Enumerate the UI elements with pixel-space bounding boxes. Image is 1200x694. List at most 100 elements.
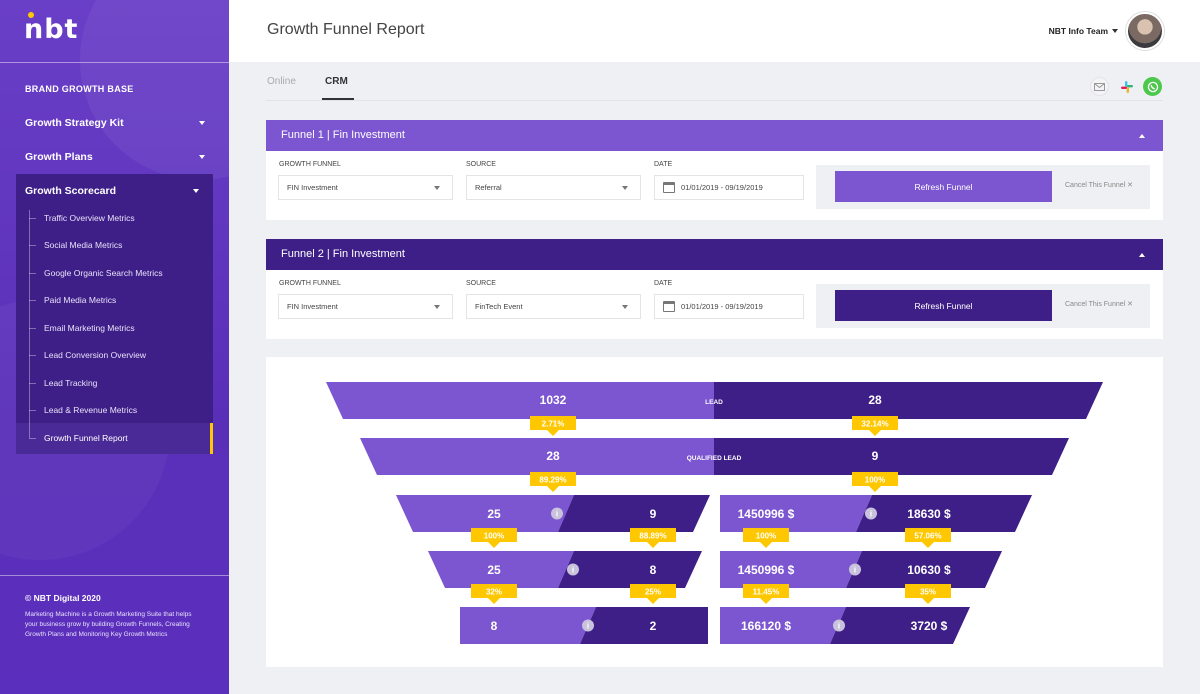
date-label: DATE [654, 161, 673, 168]
funnel-stage-1-funnel1-bar [360, 438, 714, 475]
avatar[interactable] [1126, 12, 1164, 50]
date-range-input[interactable]: 01/01/2019 - 09/19/2019 [654, 175, 804, 200]
funnel-stage-1-funnel2-bar [714, 438, 1069, 475]
split-row-0-left-b-rate: 88.89% [639, 532, 666, 541]
funnel-stage-0-funnel1-value: 1032 [540, 393, 567, 407]
sub-link-traffic-overview[interactable]: Traffic Overview Metrics [44, 213, 135, 223]
sub-link-social-media[interactable]: Social Media Metrics [44, 240, 123, 250]
split-row-1-right-b-value: 10630 $ [907, 563, 951, 577]
logo-dot [28, 12, 34, 18]
sub-link-lead-tracking[interactable]: Lead Tracking [44, 378, 98, 388]
source-label: SOURCE [466, 161, 496, 168]
funnel-stage-1-funnel1-value: 28 [546, 449, 560, 463]
sidebar-item-label: Growth Strategy Kit [25, 117, 124, 129]
funnel-actions: Refresh Funnel Cancel This Funnel ✕ [816, 284, 1150, 328]
split-row-0-left-info-icon [551, 507, 563, 520]
split-row-1-right-b-rate-shape [905, 584, 951, 604]
sub-link-google-organic[interactable]: Google Organic Search Metrics [44, 268, 163, 278]
active-tab-underline [322, 98, 354, 100]
growth-funnel-select[interactable]: FIN Investment [278, 175, 453, 200]
split-row-0-right-b-rate: 57.06% [914, 532, 941, 541]
funnel-stage-1-funnel1-rate: 89.29% [539, 476, 566, 485]
split-row-1-right-a-bar [720, 551, 862, 588]
mail-icon[interactable] [1090, 77, 1109, 96]
funnel-stage-1-funnel2-rate-shape [852, 472, 898, 492]
split-row-0-right-info-icon [865, 507, 877, 520]
slack-icon[interactable] [1117, 77, 1136, 96]
growth-funnel-select[interactable]: FIN Investment [278, 294, 453, 319]
split-row-1-right-a-rate-shape [743, 584, 789, 604]
sidebar-item-growth-scorecard[interactable]: Growth Scorecard [25, 185, 199, 197]
copyright: © NBT Digital 2020 [25, 593, 101, 603]
split-row-0-right-a-rate: 100% [756, 532, 776, 541]
split-row-2-left-b-bar [580, 607, 708, 644]
split-row-1-left-a-bar [428, 551, 574, 588]
cancel-funnel-link[interactable]: Cancel This Funnel ✕ [1065, 300, 1133, 308]
funnel-title: Funnel 1 | Fin Investment [281, 129, 405, 141]
sidebar-item-growth-plans[interactable]: Growth Plans [25, 151, 205, 163]
cancel-funnel-link[interactable]: Cancel This Funnel ✕ [1065, 181, 1133, 189]
team-switcher[interactable]: NBT Info Team [1049, 26, 1118, 36]
split-row-2-right-a-bar [720, 607, 846, 644]
sub-link-growth-funnel-report[interactable]: Growth Funnel Report [44, 433, 128, 443]
funnel-stage-1-funnel2-value: 9 [872, 449, 879, 463]
split-row-2-right-info-icon [833, 619, 845, 632]
tab-crm[interactable]: CRM [325, 76, 348, 87]
funnel-stage-0-funnel1-rate-shape [530, 416, 576, 436]
refresh-funnel-button[interactable]: Refresh Funnel [835, 290, 1052, 321]
calendar-icon [663, 301, 675, 312]
chevron-down-icon [193, 189, 199, 193]
source-select[interactable]: FinTech Event [466, 294, 641, 319]
split-row-1-right-a-rate: 11.45% [753, 588, 780, 597]
split-row-1-right-info-icon-glyph: i [854, 566, 856, 575]
split-row-1-right-b-bar [846, 551, 1002, 588]
sub-link-lead-revenue[interactable]: Lead & Revenue Metrics [44, 405, 138, 415]
sub-link-email-marketing[interactable]: Email Marketing Metrics [44, 323, 135, 333]
logo[interactable]: nbt [24, 14, 79, 45]
split-row-0-left-b-bar [558, 495, 710, 532]
sidebar-heading: BRAND GROWTH BASE [25, 84, 134, 94]
source-select[interactable]: Referral [466, 175, 641, 200]
submenu-tree-line [29, 210, 30, 438]
sub-link-lead-conversion[interactable]: Lead Conversion Overview [44, 350, 147, 360]
chevron-down-icon [199, 121, 205, 125]
funnel-actions: Refresh Funnel Cancel This Funnel ✕ [816, 165, 1150, 209]
split-row-1-right-a-value: 1450996 $ [738, 563, 795, 577]
split-row-2-right-a-value: 166120 $ [741, 619, 791, 633]
split-row-1-left-b-rate-shape [630, 584, 676, 604]
split-row-0-left-a-rate-shape [471, 528, 517, 548]
tab-online[interactable]: Online [267, 76, 296, 87]
tabs-divider [266, 100, 1163, 101]
chevron-up-icon[interactable] [1139, 134, 1145, 138]
split-row-1-right-b-rate: 35% [920, 588, 936, 597]
split-row-0-right-a-value: 1450996 $ [738, 507, 795, 521]
select-value: FIN Investment [287, 183, 338, 192]
date-label: DATE [654, 280, 673, 287]
date-range-input[interactable]: 01/01/2019 - 09/19/2019 [654, 294, 804, 319]
split-row-2-left-info-icon-glyph: i [587, 622, 589, 631]
funnel-stage-1-funnel2-rate: 100% [865, 476, 885, 485]
chevron-up-icon[interactable] [1139, 253, 1145, 257]
sidebar-item-label: Growth Scorecard [25, 185, 117, 197]
split-row-1-left-a-rate: 32% [486, 588, 502, 597]
funnel-panel-header[interactable]: Funnel 2 | Fin Investment [266, 239, 1163, 270]
funnel-panel-header[interactable]: Funnel 1 | Fin Investment [266, 120, 1163, 151]
sidebar-item-label: Growth Plans [25, 151, 93, 163]
date-value: 01/01/2019 - 09/19/2019 [681, 302, 763, 311]
funnel-panel-1: Funnel 1 | Fin Investment GROWTH FUNNEL … [266, 120, 1163, 220]
team-name: NBT Info Team [1048, 26, 1108, 36]
select-value: FIN Investment [287, 302, 338, 311]
split-row-0-right-b-value: 18630 $ [907, 507, 951, 521]
refresh-funnel-button[interactable]: Refresh Funnel [835, 171, 1052, 202]
split-row-2-right-b-value: 3720 $ [911, 619, 948, 633]
sub-link-paid-media[interactable]: Paid Media Metrics [44, 295, 117, 305]
funnel-chart-card: 1032 28 LEAD 2.71% 32.14% 28 9 QUALIFIED LEAD 89… [266, 357, 1163, 667]
chevron-down-icon [434, 305, 440, 309]
growth-funnel-label: GROWTH FUNNEL [279, 280, 341, 287]
source-label: SOURCE [466, 280, 496, 287]
date-value: 01/01/2019 - 09/19/2019 [681, 183, 763, 192]
whatsapp-icon[interactable] [1143, 77, 1162, 96]
sidebar-item-growth-strategy-kit[interactable]: Growth Strategy Kit [25, 117, 205, 129]
chevron-down-icon [622, 186, 628, 190]
chevron-down-icon [199, 155, 205, 159]
